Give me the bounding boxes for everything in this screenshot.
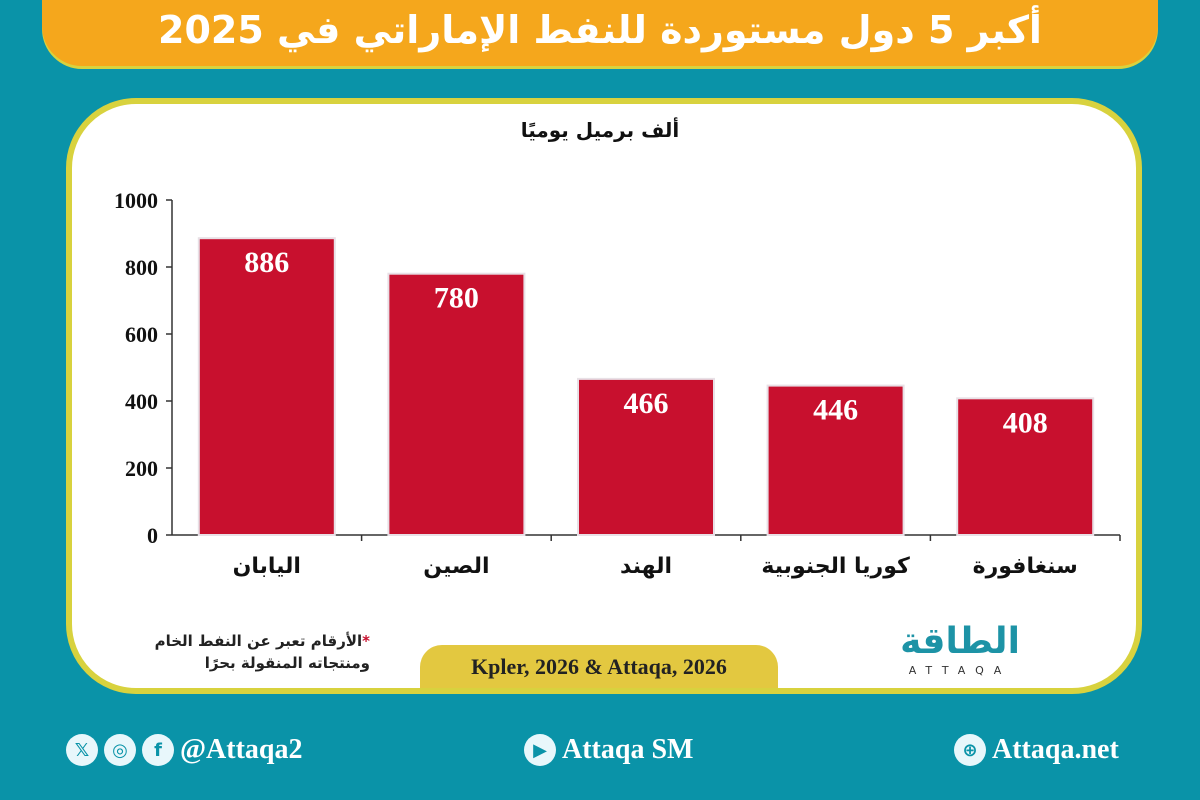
- bar: [766, 384, 905, 536]
- bar-value-label: 780: [434, 282, 479, 315]
- youtube-handle[interactable]: Attaqa SM: [562, 734, 694, 765]
- y-tick-label: 0: [147, 523, 158, 548]
- y-tick-label: 1000: [114, 188, 158, 213]
- youtube-link[interactable]: ▶ Attaqa SM: [524, 728, 693, 772]
- bar-value-label: 466: [624, 387, 669, 420]
- logo-english: ATTAQA: [908, 664, 1012, 677]
- globe-icon: ⊕: [954, 734, 986, 766]
- bar: [577, 377, 715, 537]
- footnote-line-1: الأرقام تعبر عن النفط الخام: [154, 632, 363, 650]
- footnote-line-2: ومنتجاته المنقولة بحرًا: [204, 654, 370, 672]
- website-url[interactable]: Attaqa.net: [992, 734, 1119, 765]
- source-label: Kpler, 2026 & Attaqa, 2026: [420, 645, 778, 688]
- footnote-star: *: [362, 632, 370, 650]
- x-category-label: اليابان: [233, 554, 301, 579]
- facebook-icon[interactable]: f: [142, 734, 174, 766]
- social-handle[interactable]: @Attaqa2: [180, 734, 303, 765]
- y-tick-label: 400: [125, 389, 158, 414]
- y-tick-label: 600: [125, 322, 158, 347]
- chart-title: أكبر 5 دول مستوردة للنفط الإماراتي في 20…: [158, 8, 1042, 52]
- bar-value-label: 408: [1003, 406, 1048, 439]
- x-category-label: الصين: [423, 554, 489, 579]
- y-axis-unit-label: ألف برميل يوميًا: [520, 118, 680, 142]
- bar: [387, 272, 526, 536]
- title-bar: أكبر 5 دول مستوردة للنفط الإماراتي في 20…: [42, 0, 1158, 66]
- footnote: *الأرقام تعبر عن النفط الخام ومنتجاته ال…: [130, 630, 370, 674]
- x-category-label: الهند: [620, 554, 672, 579]
- youtube-icon: ▶: [524, 734, 556, 766]
- y-tick-label: 800: [125, 255, 158, 280]
- attaqa-logo: الطاقة ATTAQA: [870, 620, 1050, 680]
- bar-value-label: 886: [244, 246, 289, 279]
- y-tick-label: 200: [125, 456, 158, 481]
- bar: [197, 237, 336, 536]
- logo-arabic: الطاقة: [900, 621, 1020, 662]
- instagram-icon[interactable]: ◎: [104, 734, 136, 766]
- social-links: 𝕏 ◎ f @Attaqa2: [66, 728, 303, 772]
- bar: [956, 397, 1095, 536]
- x-category-label: كوريا الجنوبية: [761, 554, 910, 579]
- x-category-label: سنغافورة: [973, 554, 1078, 579]
- x-icon[interactable]: 𝕏: [66, 734, 98, 766]
- website-link[interactable]: ⊕ Attaqa.net: [954, 728, 1119, 772]
- bar-value-label: 446: [813, 394, 858, 427]
